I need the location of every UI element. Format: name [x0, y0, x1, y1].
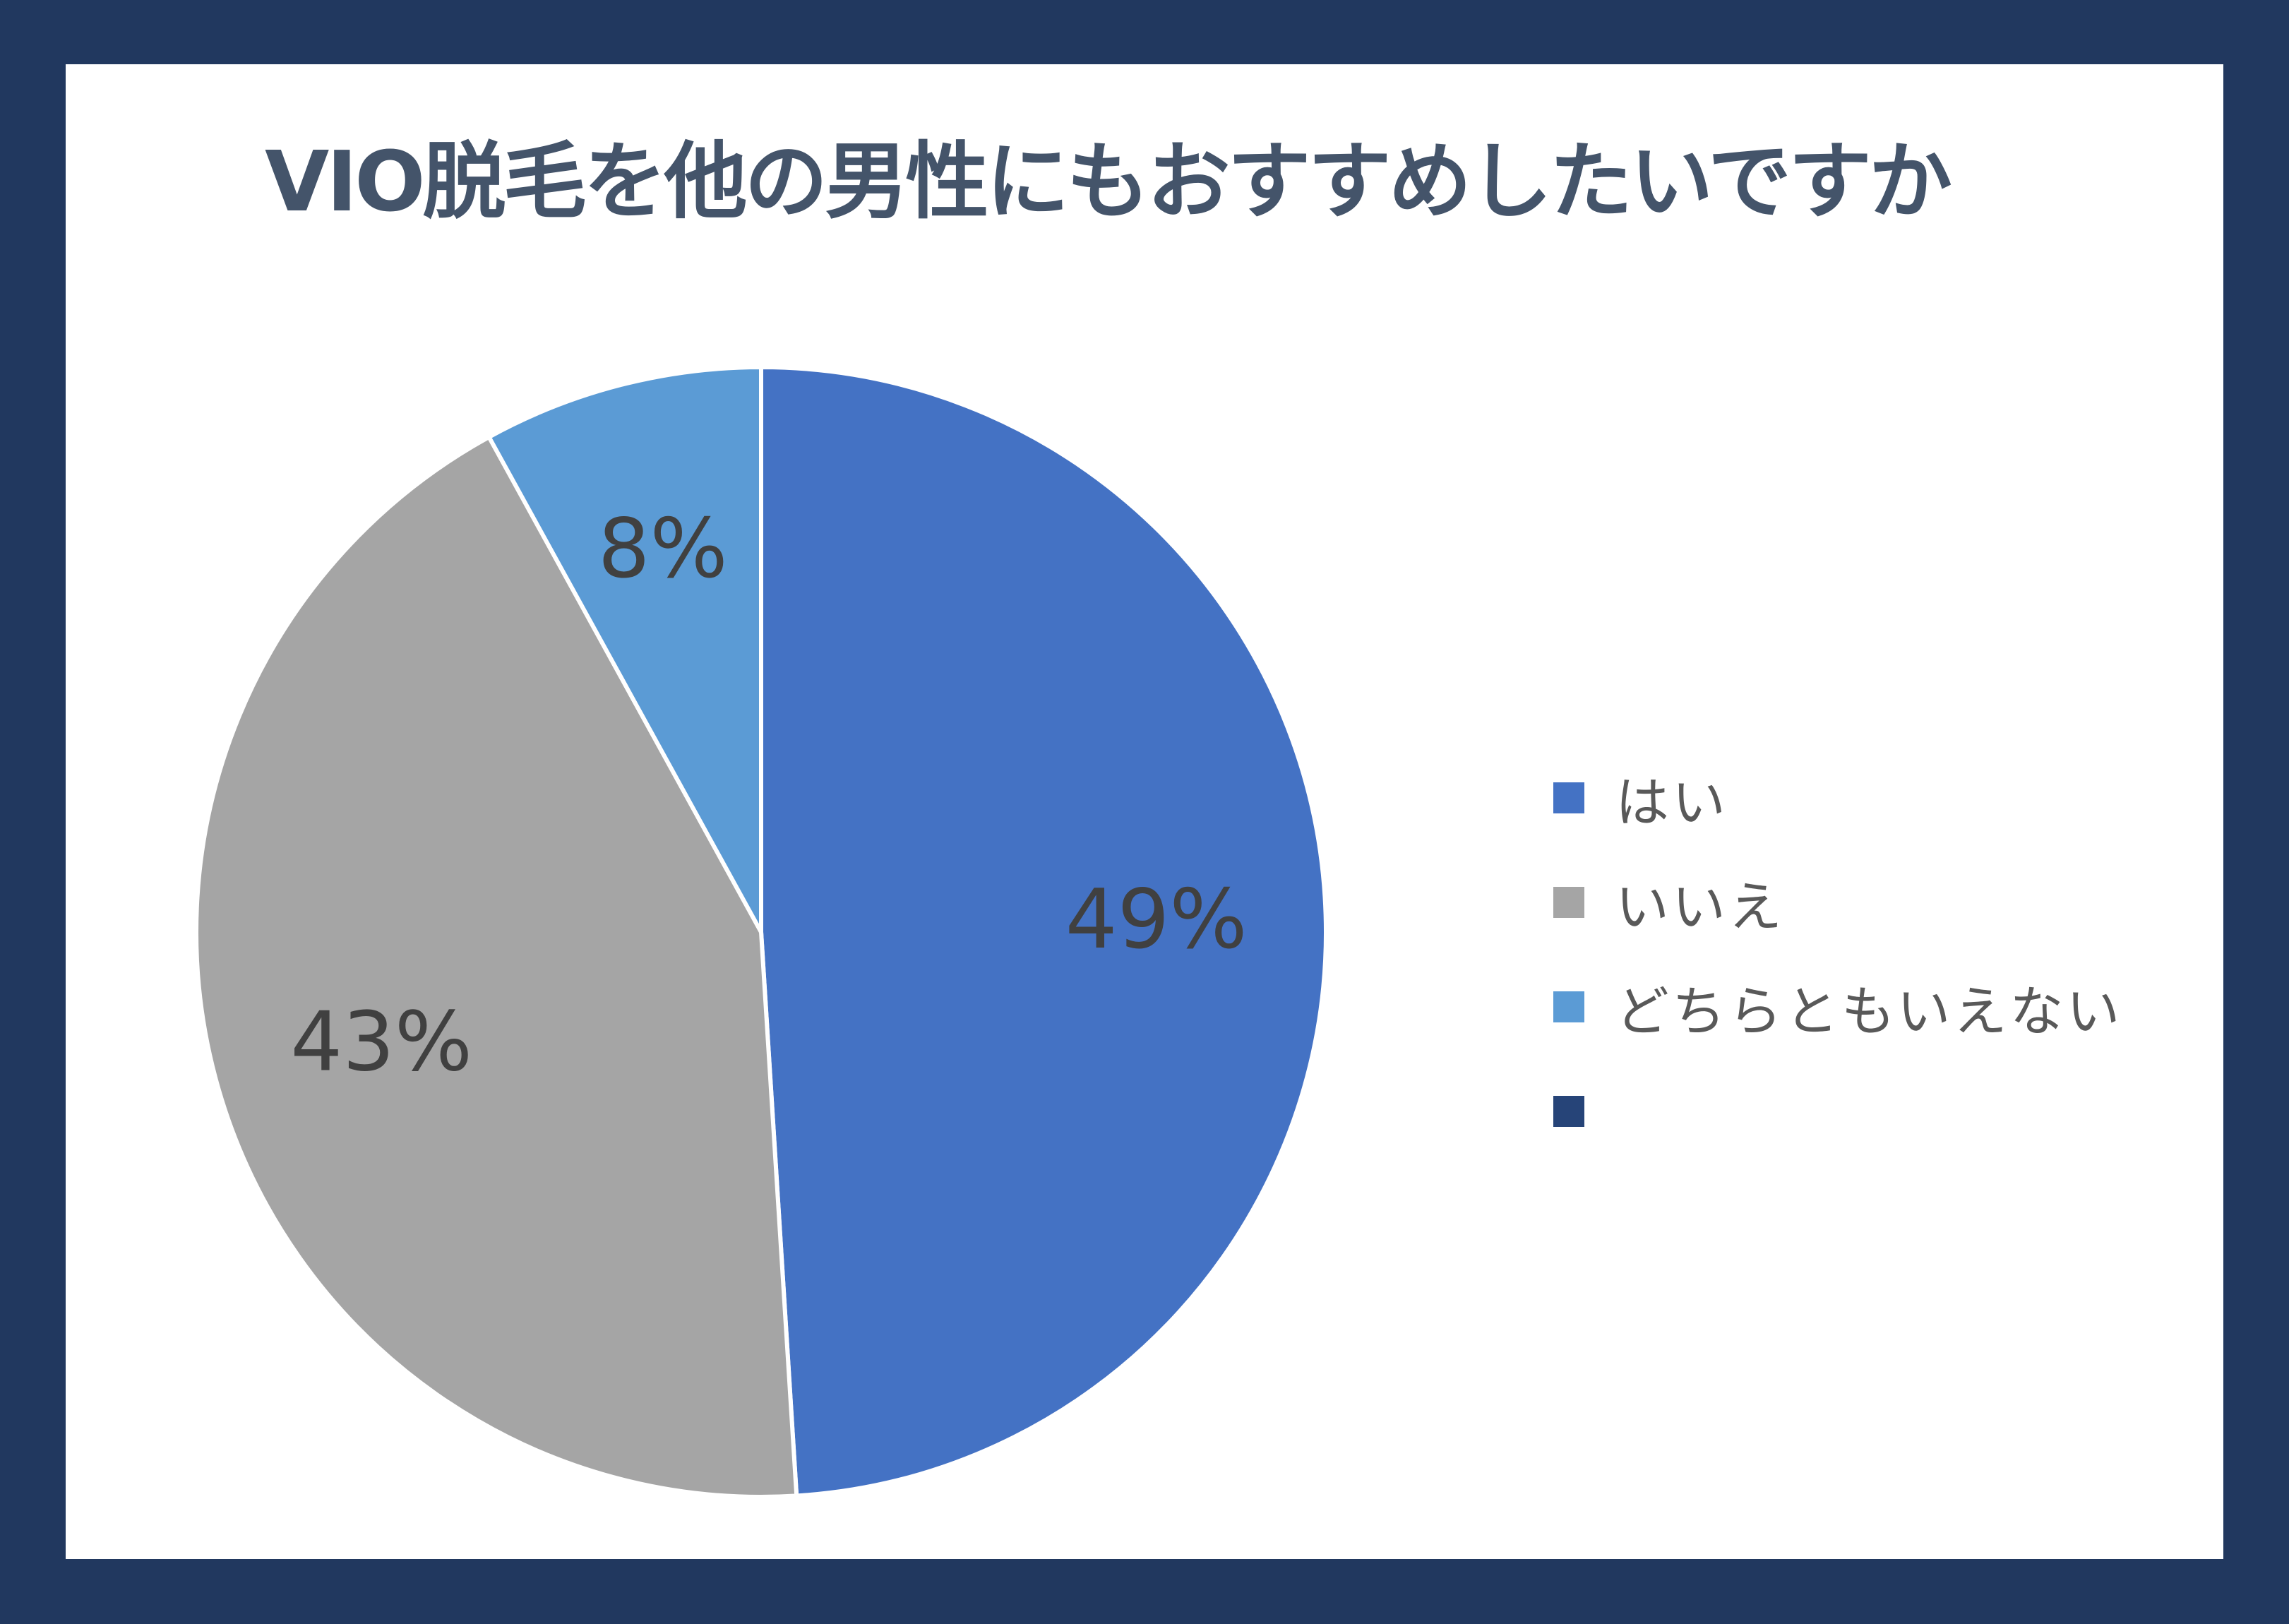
- legend-swatch-3: [1553, 991, 1584, 1022]
- legend-item-1: はい: [1553, 746, 2122, 850]
- legend-swatch-1: [1553, 782, 1584, 813]
- legend-swatch-2: [1553, 887, 1584, 918]
- legend-item-3: どちらともいえない: [1553, 955, 2122, 1059]
- pie-chart: 49% 43% 8%: [194, 365, 1328, 1499]
- pie-slice-2: [194, 434, 799, 1499]
- legend-label-3: どちらともいえない: [1615, 980, 2123, 1043]
- legend-label-1: はい: [1615, 771, 1728, 834]
- chart-area: VIO脱毛を他の男性にもおすすめしたいですか 49% 43% 8% はいいいえどちら…: [66, 64, 2223, 1559]
- data-label-2: 43%: [290, 995, 472, 1090]
- chart-title: VIO脱毛を他の男性にもおすすめしたいですか: [265, 133, 1952, 230]
- legend-label-2: いいえ: [1615, 876, 1785, 938]
- data-label-1: 49%: [1065, 872, 1248, 967]
- legend: はいいいえどちらともいえない: [1553, 746, 2122, 1164]
- legend-item-2: いいえ: [1553, 850, 2122, 955]
- pie-slice-3: [486, 365, 763, 934]
- pie-slice-1: [759, 365, 1328, 1498]
- legend-swatch-4: [1553, 1096, 1584, 1127]
- data-label-3: 8%: [598, 501, 728, 597]
- legend-item-4: [1553, 1059, 2122, 1164]
